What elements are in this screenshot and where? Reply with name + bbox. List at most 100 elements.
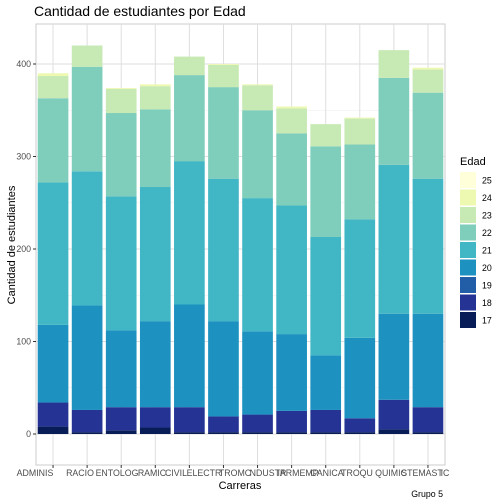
legend-label: 24 [482,193,492,203]
legend-key-22 [460,224,476,241]
bar-segment-18 [105,407,137,431]
bar-segment-21 [37,182,69,325]
bar-segment-23 [412,69,444,93]
x-tick-label: TROQU [341,468,373,478]
bar-segment-22 [105,113,137,197]
y-tick-label: 400 [16,59,31,69]
bar-segment-18 [37,402,69,427]
bar-segment-18 [71,409,103,433]
y-axis-ticks: 0 100 200 300 400 [16,59,36,439]
x-tick-label: STEMAST [401,468,443,478]
bar-segment-17 [105,430,137,434]
x-tick-label: ADMINIS [17,468,54,478]
bar-segment-20 [174,304,205,408]
bar-segment-21 [412,178,444,314]
bar-segment-20 [71,305,103,410]
x-axis-title: Carreras [219,480,262,492]
bar-segment-23 [174,56,205,76]
bar-segment-23 [242,85,273,111]
y-tick-label: 200 [16,244,31,254]
x-tick-label: IC [441,468,450,478]
bar-segment-17 [378,429,410,434]
bar-segment-21 [310,236,342,356]
bar-segment-17 [344,432,376,434]
bars [37,45,444,434]
bar-segment-21 [105,196,137,331]
legend: Edad 25 24 23 22 21 20 19 18 17 [460,156,492,328]
bar-segment-22 [310,146,342,237]
bar-segment-22 [208,87,239,179]
legend-key-24 [460,189,476,206]
bar-segment-24 [37,73,69,77]
bar-segment-18 [276,410,307,433]
x-tick-label: ENTOLOG [96,468,139,478]
bar-segment-20 [412,313,444,408]
x-tick-label: CANICA [310,468,343,478]
bar-segment-24 [344,117,376,119]
bar-segment-20 [105,330,137,408]
bar-segment-24 [105,88,137,89]
legend-key-20 [460,259,476,276]
bar-segment-22 [139,109,171,188]
bar-segment-23 [378,50,410,78]
bar-segment-22 [378,77,410,165]
bar-segment-23 [71,45,103,67]
bar-segment-23 [276,108,307,134]
bar-segment-23 [310,124,342,147]
bar-segment-22 [242,110,273,199]
bar-segment-24 [412,67,444,70]
bar-segment-22 [71,66,103,172]
bar-segment-21 [71,171,103,306]
x-tick-label: RAMIC [138,468,167,478]
legend-label: 25 [482,176,492,186]
legend-label: 22 [482,228,492,238]
bar-segment-22 [412,92,444,179]
bar-segment-22 [37,98,69,183]
legend-label: 20 [482,263,492,273]
x-tick-label: NDUSTR [250,468,287,478]
x-tick-label: TROMC [219,468,252,478]
bar-segment-18 [139,407,171,428]
legend-label: 21 [482,246,492,256]
y-tick-label: 100 [16,337,31,347]
legend-key-25 [460,172,476,188]
bar-segment-17 [242,432,273,434]
legend-label: 19 [482,281,492,291]
bar-segment-20 [310,355,342,410]
bar-segment-17 [412,432,444,434]
bar-segment-20 [242,331,273,415]
bar-segment-24 [242,84,273,86]
bar-segment-22 [174,75,205,162]
bar-segment-24 [139,84,171,87]
bar-segment-18 [174,407,205,433]
bar-segment-20 [139,321,171,408]
bar-segment-20 [344,337,376,419]
bar-segment-18 [208,416,239,433]
bar-segment-20 [208,321,239,417]
bar-segment-17 [37,426,69,434]
bar-segment-22 [276,133,307,206]
chart-caption: Grupo 5 [411,489,443,499]
bar-segment-21 [242,198,273,332]
bar-segment-17 [310,432,342,434]
bar-segment-21 [208,178,239,322]
bar-segment-21 [174,161,205,305]
bar-segment-20 [378,313,410,400]
x-tick-label: CIVIL [165,468,187,478]
bar-segment-18 [310,409,342,433]
bar-segment-18 [242,414,273,433]
x-tick-label: RACIO [66,468,94,478]
bar-segment-18 [412,407,444,433]
legend-title: Edad [460,156,486,168]
bar-segment-17 [276,432,307,434]
bar-segment-17 [174,432,205,434]
bar-segment-20 [276,334,307,411]
bar-segment-18 [344,418,376,433]
bar-segment-24 [276,106,307,109]
bar-segment-21 [276,205,307,335]
x-tick-label: ELECTR [187,468,222,478]
bar-segment-18 [378,399,410,430]
legend-label: 23 [482,211,492,221]
legend-key-17 [460,312,476,328]
